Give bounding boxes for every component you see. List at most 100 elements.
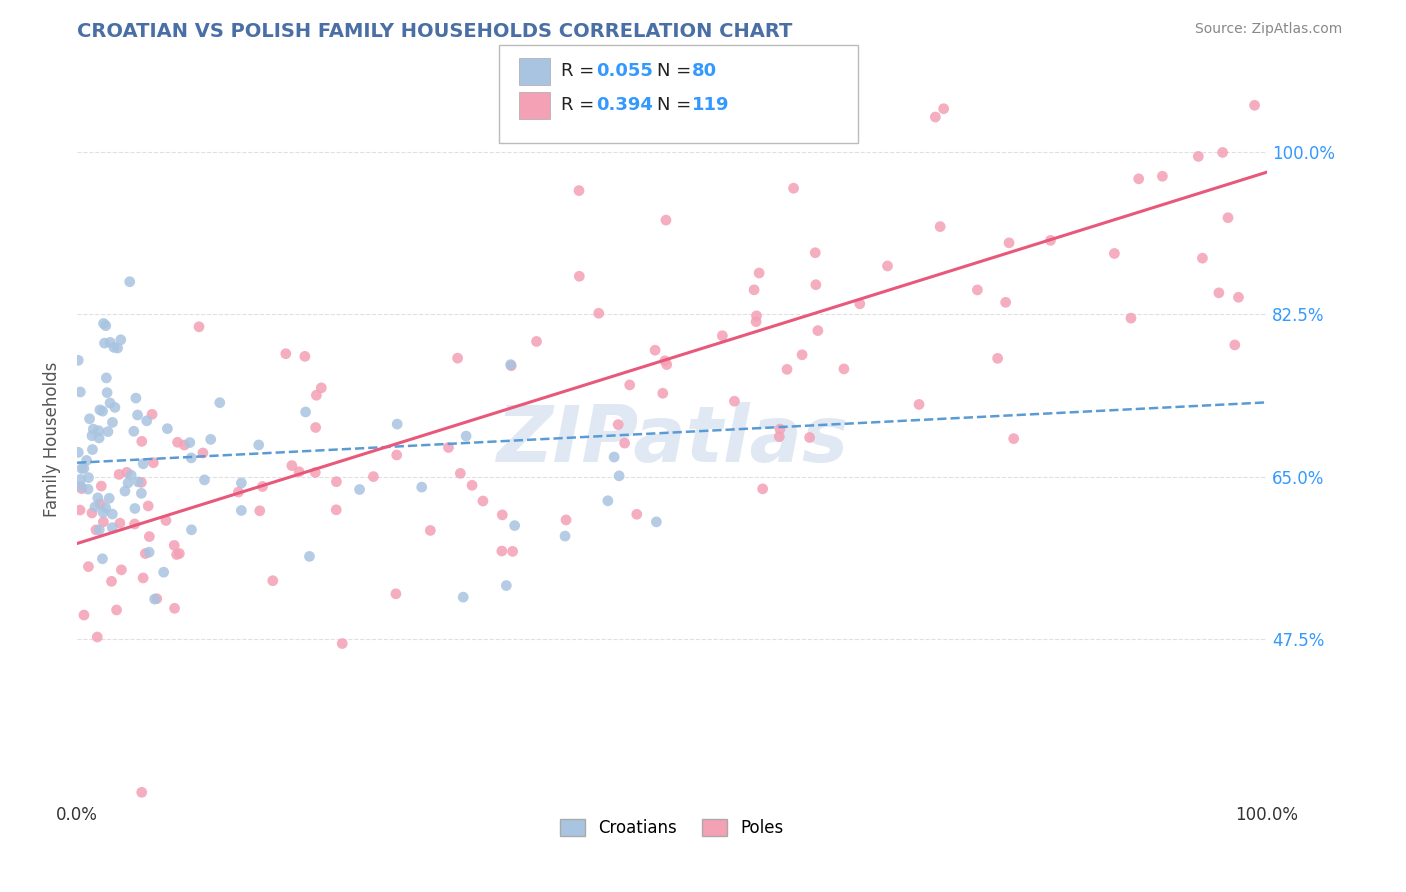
Point xyxy=(91,551,114,566)
Point xyxy=(294,349,316,363)
Point xyxy=(91,404,114,418)
Point xyxy=(108,467,131,482)
Point xyxy=(748,266,770,280)
Point xyxy=(98,396,121,410)
Point xyxy=(103,340,125,354)
Point xyxy=(107,341,129,355)
Point xyxy=(145,591,167,606)
Point xyxy=(790,348,813,362)
Point xyxy=(651,386,673,401)
Point xyxy=(117,475,139,490)
Point xyxy=(607,468,630,483)
Text: Source: ZipAtlas.com: Source: ZipAtlas.com xyxy=(1195,22,1343,37)
Point xyxy=(645,515,668,529)
Point xyxy=(908,397,931,411)
Point xyxy=(325,475,347,489)
Point xyxy=(132,571,155,585)
Point xyxy=(281,458,304,473)
Point xyxy=(495,578,517,592)
Point xyxy=(141,407,163,421)
Point xyxy=(568,269,591,284)
Point xyxy=(163,601,186,615)
Point xyxy=(1128,171,1150,186)
Point xyxy=(876,259,898,273)
Point xyxy=(134,547,156,561)
Point xyxy=(501,359,523,373)
Point xyxy=(180,523,202,537)
Point xyxy=(603,450,626,464)
Point xyxy=(446,351,468,366)
Point xyxy=(76,453,98,467)
Text: 80: 80 xyxy=(692,62,717,80)
Point xyxy=(231,475,253,490)
Point xyxy=(155,513,177,527)
Point xyxy=(104,401,127,415)
Point xyxy=(1227,290,1250,304)
Text: 0.394: 0.394 xyxy=(596,96,652,114)
Point xyxy=(166,435,188,450)
Point xyxy=(191,446,214,460)
Point xyxy=(311,381,333,395)
Point xyxy=(619,378,641,392)
Point xyxy=(1104,246,1126,260)
Point xyxy=(411,480,433,494)
Point xyxy=(228,485,250,500)
Point xyxy=(179,435,201,450)
Point xyxy=(156,422,179,436)
Point xyxy=(929,219,952,234)
Point xyxy=(208,395,231,409)
Point xyxy=(491,508,513,522)
Point xyxy=(166,548,188,562)
Point xyxy=(98,491,121,506)
Legend: Croatians, Poles: Croatians, Poles xyxy=(554,813,790,844)
Point xyxy=(723,394,745,409)
Point xyxy=(768,429,790,443)
Point xyxy=(655,213,678,227)
Point xyxy=(924,110,946,124)
Point xyxy=(77,470,100,484)
Point xyxy=(1191,251,1213,265)
Point xyxy=(100,574,122,589)
Point xyxy=(101,416,124,430)
Point xyxy=(91,506,114,520)
Point xyxy=(644,343,666,358)
Point xyxy=(499,358,522,372)
Point xyxy=(173,438,195,452)
Point xyxy=(305,388,328,402)
Point xyxy=(461,478,484,492)
Point xyxy=(1002,432,1025,446)
Point xyxy=(804,245,827,260)
Point xyxy=(93,336,115,351)
Point xyxy=(122,424,145,438)
Point xyxy=(200,433,222,447)
Point xyxy=(127,475,149,489)
Point xyxy=(77,482,100,496)
Point xyxy=(131,434,153,449)
Point xyxy=(419,524,441,538)
Point xyxy=(288,465,311,479)
Point xyxy=(1208,285,1230,300)
Point xyxy=(247,438,270,452)
Point xyxy=(613,436,636,450)
Point xyxy=(131,785,153,799)
Point xyxy=(274,347,297,361)
Point xyxy=(449,467,471,481)
Point xyxy=(131,475,153,490)
Point xyxy=(1243,98,1265,112)
Point xyxy=(180,450,202,465)
Point xyxy=(127,408,149,422)
Point xyxy=(252,479,274,493)
Point xyxy=(555,513,578,527)
Point xyxy=(832,362,855,376)
Point xyxy=(330,636,353,650)
Point xyxy=(1187,149,1209,163)
Point xyxy=(80,429,103,443)
Point xyxy=(742,283,765,297)
Point xyxy=(298,549,321,564)
Point xyxy=(385,417,408,431)
Point xyxy=(69,503,91,517)
Text: R =: R = xyxy=(561,96,600,114)
Point xyxy=(1152,169,1174,184)
Y-axis label: Family Households: Family Households xyxy=(44,362,60,517)
Point xyxy=(1212,145,1234,160)
